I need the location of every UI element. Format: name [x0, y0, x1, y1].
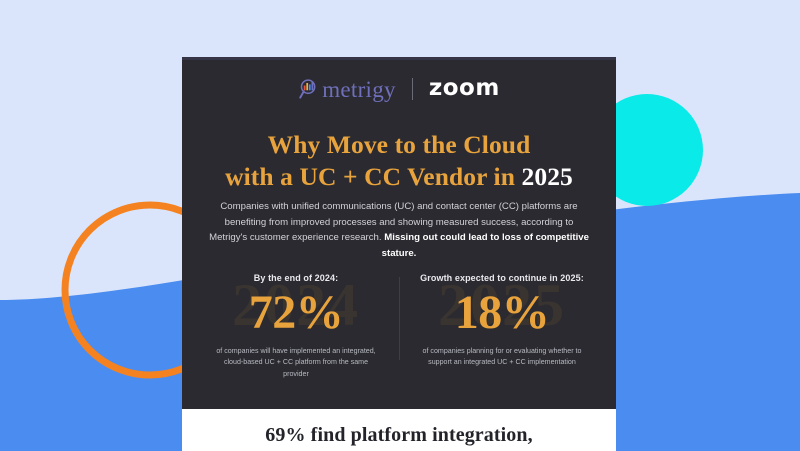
headline-year: 2025 — [521, 161, 573, 191]
infographic-card: metrigy zoom Why Move to the Cloud with … — [182, 57, 616, 409]
stat-label-2025: Growth expected to continue in 2025: — [420, 273, 584, 283]
stats-vertical-divider — [398, 277, 400, 361]
lede-paragraph: Companies with unified communications (U… — [208, 199, 590, 261]
cyan-circle-shape — [591, 94, 703, 206]
lede-emphasis: Missing out could lead to loss of compet… — [381, 232, 589, 259]
statistics-row: 2024 By the end of 2024: 72% of companie… — [182, 273, 616, 380]
stat-caption-2024: of companies will have implemented an in… — [216, 346, 376, 378]
lede-text: Companies with unified communications (U… — [209, 201, 578, 244]
logo-separator — [411, 77, 413, 100]
logo-row: metrigy zoom — [182, 75, 616, 102]
bottom-headline: 69% find platform integration, — [265, 423, 533, 446]
magnifying-glass-bar-chart-icon — [299, 78, 316, 99]
headline-line-2-prefix: with a UC + CC Vendor in — [225, 161, 522, 191]
stat-value-2024: 72% — [248, 286, 344, 339]
bottom-white-band: 69% find platform integration, — [182, 409, 616, 451]
stat-label-2024: By the end of 2024: — [253, 273, 339, 283]
stat-value-2025: 18% — [454, 286, 550, 339]
zoom-wordmark[interactable]: zoom — [428, 75, 500, 101]
headline-line-1: Why Move to the Cloud — [267, 130, 531, 159]
stat-block-2025: 2025 Growth expected to continue in 2025… — [400, 273, 605, 380]
metrigy-wordmark: metrigy — [322, 77, 396, 102]
stat-block-2024: 2024 By the end of 2024: 72% of companie… — [194, 273, 399, 380]
stat-caption-2025: of companies planning for or evaluating … — [422, 346, 582, 367]
page-title: Why Move to the Cloud with a UC + CC Ven… — [182, 129, 616, 192]
metrigy-logo[interactable]: metrigy — [298, 77, 396, 102]
